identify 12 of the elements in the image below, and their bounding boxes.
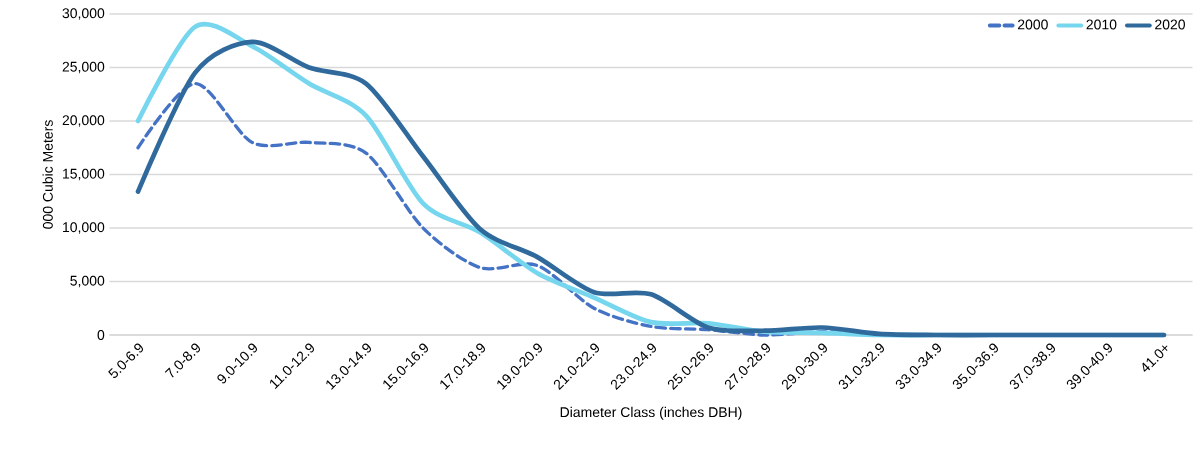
y-tick-label: 20,000 <box>62 115 105 127</box>
y-tick-label: 30,000 <box>62 8 105 20</box>
legend-label: 2010 <box>1086 19 1117 30</box>
legend-label: 2020 <box>1155 19 1185 30</box>
y-tick-label: 15,000 <box>63 168 105 181</box>
y-tick-label: 5,000 <box>70 275 105 288</box>
y-axis-title: 000 Cubic Meters <box>42 120 53 229</box>
x-axis-title: Diameter Class (inches DBH) <box>560 406 742 420</box>
y-tick-label: 10,000 <box>63 222 105 234</box>
legend-label: 2000 <box>1017 19 1048 30</box>
y-tick-label: 25,000 <box>62 61 105 74</box>
y-tick-label: 0 <box>97 330 105 340</box>
